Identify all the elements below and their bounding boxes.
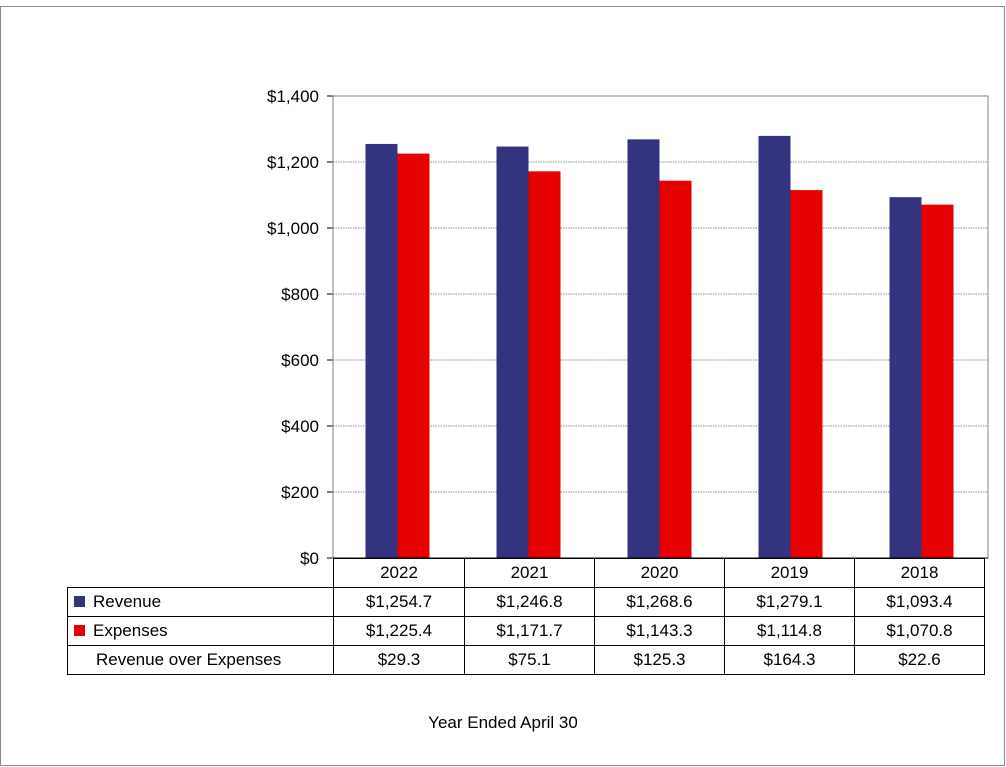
y-tick-label: $600 [281, 351, 319, 370]
table-row-label: Expenses [67, 616, 334, 646]
table-cell: $1,279.1 [724, 587, 855, 617]
bar-revenue-2021 [496, 146, 529, 558]
table-row-label: Revenue over Expenses [67, 645, 334, 675]
table-cell: $1,070.8 [854, 616, 985, 646]
bar-expenses-2022 [397, 153, 430, 559]
table-header-cell: 2020 [594, 558, 725, 588]
table-header-row: 2022 2021 2020 2019 2018 [68, 558, 985, 588]
bar-revenue-2019 [758, 135, 791, 558]
legend-label: Expenses [93, 621, 168, 640]
bar-expenses-2019 [790, 190, 823, 558]
table-cell: $1,254.7 [333, 587, 465, 617]
table-row: Revenue over Expenses $29.3 $75.1 $125.3 $16… [67, 645, 985, 675]
table-cell: $1,143.3 [594, 616, 725, 646]
table-cell: $1,225.4 [333, 616, 465, 646]
table-row: Revenue $1,254.7 $1,246.8 $1,268.6 $1,279.1 $… [67, 587, 985, 617]
bar-expenses-2021 [528, 171, 561, 559]
legend-label: Revenue [93, 592, 162, 611]
table-header-cell: 2021 [464, 558, 595, 588]
bar-revenue-2020 [627, 139, 660, 558]
y-tick-label: $1,000 [267, 219, 319, 238]
y-tick-label: $1,200 [267, 153, 319, 172]
table-header-cell: 2018 [854, 558, 985, 588]
table-row-label: Revenue [67, 587, 334, 617]
table-header-cell: 2022 [333, 558, 465, 588]
bar-expenses-2018 [921, 204, 954, 559]
bar-revenue-2022 [365, 143, 398, 558]
y-tick-label: $1,400 [267, 87, 319, 106]
table-cell: $75.1 [464, 645, 595, 675]
y-tick-label: $0 [300, 549, 319, 568]
y-tick-label: $400 [281, 417, 319, 436]
legend-swatch [74, 625, 85, 636]
table-cell: $125.3 [594, 645, 725, 675]
table-corner [68, 559, 334, 588]
x-axis-title: Year Ended April 30 [428, 713, 578, 732]
table-cell: $1,093.4 [854, 587, 985, 617]
table-cell: $22.6 [854, 645, 985, 675]
y-tick-label: $800 [281, 285, 319, 304]
y-tick-label: $200 [281, 483, 319, 502]
table-cell: $1,268.6 [594, 587, 725, 617]
bar-expenses-2020 [659, 180, 692, 558]
table-row: Expenses $1,225.4 $1,171.7 $1,143.3 $1,114.8… [67, 616, 985, 646]
table-cell: $1,171.7 [464, 616, 595, 646]
legend-swatch [74, 596, 85, 607]
table-cell: $1,246.8 [464, 587, 595, 617]
legend-label: Revenue over Expenses [96, 650, 282, 669]
bar-revenue-2018 [889, 197, 922, 559]
table-cell: $164.3 [724, 645, 855, 675]
table-header-cell: 2019 [724, 558, 855, 588]
table-cell: $29.3 [333, 645, 465, 675]
table-cell: $1,114.8 [724, 616, 855, 646]
data-table: 2022 2021 2020 2019 2018 Revenue $1,254.7 $1,24… [67, 558, 985, 675]
